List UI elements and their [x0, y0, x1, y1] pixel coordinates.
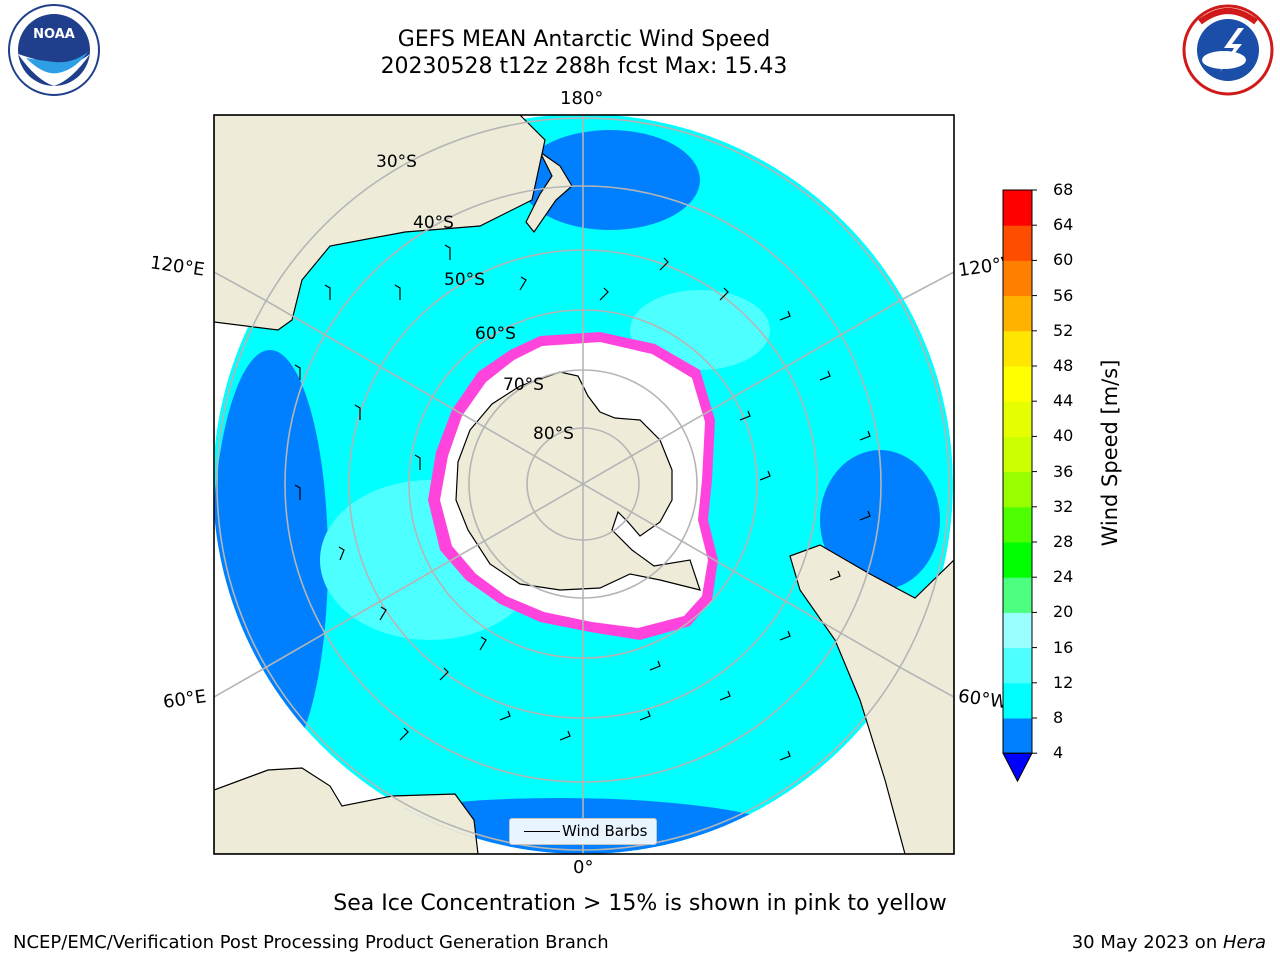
colorbar-segment [1003, 471, 1032, 508]
calm-zone-pacific [520, 130, 700, 230]
lon-label-0: 0° [573, 857, 594, 878]
colorbar-tick-label: 20 [1053, 602, 1074, 622]
colorbar-tick-label: 32 [1053, 496, 1074, 516]
legend-label: Wind Barbs [562, 822, 648, 840]
wind-barbs [294, 244, 871, 761]
graticule [214, 115, 954, 854]
footer-host: Hera [1222, 932, 1266, 953]
calm-zone-drake [820, 450, 940, 590]
colorbar-tick-label: 60 [1053, 250, 1074, 270]
colorbar-tick-label: 48 [1053, 356, 1074, 375]
colorbar-segment [1003, 612, 1032, 649]
noaa-logo: NOAA [8, 4, 100, 96]
nws-logo [1182, 4, 1274, 96]
colorbar-segment [1003, 260, 1032, 297]
colorbar-tick-label: 36 [1053, 461, 1074, 481]
lon-label-180: 180° [560, 88, 604, 109]
colorbar-tick-label: 44 [1053, 391, 1074, 411]
colorbar-tick-label: 4 [1053, 743, 1064, 763]
lat-label-50s: 50°S [444, 270, 485, 290]
footer-date-text: 30 May 2023 on [1071, 932, 1223, 953]
colorbar-segment [1003, 225, 1032, 261]
map-frame [213, 114, 955, 855]
wind-barbs-legend: Wind Barbs [509, 818, 657, 845]
colorbar-segment [1003, 295, 1032, 332]
colorbar-segment [1003, 718, 1032, 754]
colorbar-tick-label: 12 [1053, 672, 1074, 692]
sea-ice-note: Sea Ice Concentration > 15% is shown in … [333, 891, 947, 916]
colorbar-segment [1003, 647, 1032, 684]
chart-title: GEFS MEAN Antarctic Wind Speed [397, 27, 771, 52]
lat-label-40s: 40°S [413, 213, 454, 233]
legend-line-sample [524, 831, 560, 832]
colorbar-segment [1003, 190, 1032, 226]
colorbar-segment [1003, 330, 1032, 367]
colorbar-segment [1003, 577, 1032, 613]
lat-label-60s: 60°S [475, 324, 516, 344]
colorbar-tick-label: 8 [1053, 708, 1064, 727]
chart-subtitle: 20230528 t12z 288h fcst Max: 15.43 [380, 54, 788, 79]
colorbar-segment [1003, 542, 1032, 578]
lat-label-70s: 70°S [503, 375, 544, 395]
colorbar-segment [1003, 366, 1032, 402]
lat-label-80s: 80°S [533, 424, 574, 444]
footer-credit: NCEP/EMC/Verification Post Processing Pr… [13, 932, 609, 953]
colorbar-underflow [1002, 752, 1033, 783]
colorbar-tick-label: 16 [1053, 637, 1074, 657]
colorbar-title: Wind Speed [m/s] [1098, 359, 1122, 547]
footer-date: 30 May 2023 on Hera [1072, 932, 1266, 953]
colorbar-tick-label: 68 [1053, 180, 1074, 199]
colorbar-tick-label: 56 [1053, 285, 1074, 305]
colorbar [1002, 189, 1037, 783]
colorbar-segment [1003, 436, 1032, 473]
lat-label-30s: 30°S [376, 152, 417, 172]
colorbar-tick-label: 64 [1053, 215, 1074, 235]
colorbar-tick-label: 24 [1053, 567, 1074, 587]
colorbar-tick-label: 40 [1053, 426, 1074, 446]
noaa-logo-text: NOAA [33, 27, 75, 42]
colorbar-tick-label: 52 [1053, 320, 1074, 340]
colorbar-tick-label: 28 [1053, 532, 1074, 551]
land-new-zealand [525, 151, 573, 234]
colorbar-segment [1003, 401, 1032, 437]
colorbar-segment [1003, 506, 1032, 543]
colorbar-segment [1003, 682, 1032, 719]
